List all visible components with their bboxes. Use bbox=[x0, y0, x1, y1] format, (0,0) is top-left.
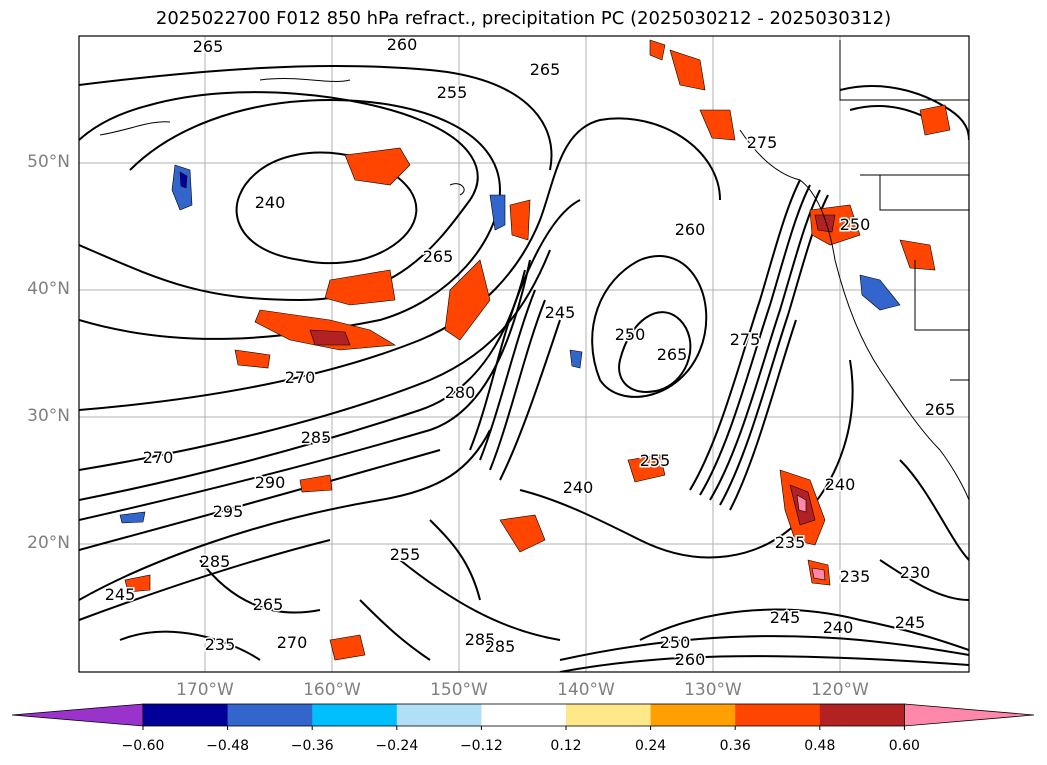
colorbar bbox=[11, 703, 1035, 730]
contour-label: 255 bbox=[437, 83, 468, 102]
colorbar-tick-label: 0.48 bbox=[804, 738, 836, 754]
latitude-label: 50°N bbox=[27, 152, 70, 172]
contour-label: 285 bbox=[465, 630, 496, 649]
colorbar-tick-label: −0.36 bbox=[290, 738, 334, 754]
contour-label: 240 bbox=[255, 193, 286, 212]
latitude-label: 30°N bbox=[27, 406, 70, 426]
colorbar-swatch bbox=[481, 704, 567, 726]
colorbar-tick-label: −0.48 bbox=[206, 738, 250, 754]
contour-label: 255 bbox=[640, 451, 671, 470]
colorbar-swatch bbox=[143, 704, 229, 726]
contour-label: 245 bbox=[770, 608, 801, 627]
colorbar-tick-label: 0.36 bbox=[719, 738, 751, 754]
contour-label: 230 bbox=[900, 563, 931, 582]
contour-label: 260 bbox=[675, 220, 706, 239]
colorbar-swatch bbox=[396, 704, 482, 726]
contour-label: 250 bbox=[660, 633, 691, 652]
contour-label: 255 bbox=[390, 545, 421, 564]
contour-label: 265 bbox=[423, 247, 454, 266]
refractivity-contours bbox=[79, 64, 969, 672]
contour-label: 245 bbox=[545, 303, 576, 322]
contour-label: 275 bbox=[730, 330, 761, 349]
map-frame bbox=[78, 35, 970, 673]
contour-label: 260 bbox=[675, 650, 706, 669]
contour-label: 245 bbox=[105, 585, 136, 604]
colorbar-swatch bbox=[566, 704, 652, 726]
contour-label: 260 bbox=[387, 35, 418, 54]
contour-label: 265 bbox=[253, 595, 284, 614]
colorbar-swatch bbox=[650, 704, 736, 726]
colorbar-extend-low bbox=[11, 703, 144, 727]
precipitation-shading bbox=[119, 39, 951, 661]
contour-label: 290 bbox=[255, 473, 286, 492]
contour-label: 285 bbox=[485, 637, 516, 656]
contour-label: 245 bbox=[895, 613, 926, 632]
contour-label: 240 bbox=[823, 618, 854, 637]
colorbar-tick-label: 0.60 bbox=[888, 738, 920, 754]
coastlines bbox=[99, 40, 969, 501]
contour-label: 250 bbox=[840, 215, 871, 234]
contour-label: 285 bbox=[200, 552, 231, 571]
contour-label: 235 bbox=[775, 533, 806, 552]
contour-label: 270 bbox=[285, 368, 316, 387]
longitude-label: 160°W bbox=[303, 680, 361, 700]
figure-title: 2025022700 F012 850 hPa refract., precip… bbox=[155, 8, 892, 29]
contour-value-labels: 265 2602652552652752702452602502652752702… bbox=[103, 35, 957, 671]
contour-label: 250 bbox=[615, 325, 646, 344]
colorbar-swatch bbox=[819, 704, 905, 726]
contour-label: 270 bbox=[277, 633, 308, 652]
colorbar-swatch bbox=[312, 704, 398, 726]
longitude-label: 150°W bbox=[430, 680, 488, 700]
colorbar-swatch bbox=[227, 704, 313, 726]
colorbar-tick-label: 0.12 bbox=[550, 738, 582, 754]
latitude-label: 40°N bbox=[27, 279, 70, 299]
latitude-label: 20°N bbox=[27, 533, 70, 553]
contour-label: 265 bbox=[530, 60, 561, 79]
contour-label: 240 bbox=[825, 475, 856, 494]
colorbar-frame bbox=[142, 703, 905, 727]
map-plot-area: 265 2602652552652752702452602502652752702… bbox=[78, 35, 970, 673]
contour-label: 235 bbox=[840, 567, 871, 586]
colorbar-extend-high bbox=[904, 703, 1035, 727]
colorbar-tick-label: −0.60 bbox=[121, 738, 165, 754]
contour-label: 240 bbox=[563, 478, 594, 497]
longitude-label: 120°W bbox=[811, 680, 869, 700]
contour-label: 265 bbox=[925, 400, 956, 419]
colorbar-tick-label: −0.12 bbox=[459, 738, 503, 754]
contour-label: 275 bbox=[747, 133, 778, 152]
contour-label: 285 bbox=[301, 428, 332, 447]
contour-label: 295 bbox=[213, 502, 244, 521]
contour-label: 280 bbox=[445, 383, 476, 402]
longitude-label: 170°W bbox=[176, 680, 234, 700]
contour-label: 270 bbox=[143, 448, 174, 467]
colorbar-tick-label: 0.24 bbox=[635, 738, 667, 754]
colorbar-tick-label: −0.24 bbox=[375, 738, 419, 754]
contour-label: 265 bbox=[657, 345, 688, 364]
colorbar-swatch bbox=[735, 704, 821, 726]
longitude-label: 130°W bbox=[684, 680, 742, 700]
contour-label: 265 bbox=[193, 37, 224, 56]
contour-label: 235 bbox=[205, 635, 236, 654]
longitude-label: 140°W bbox=[557, 680, 615, 700]
